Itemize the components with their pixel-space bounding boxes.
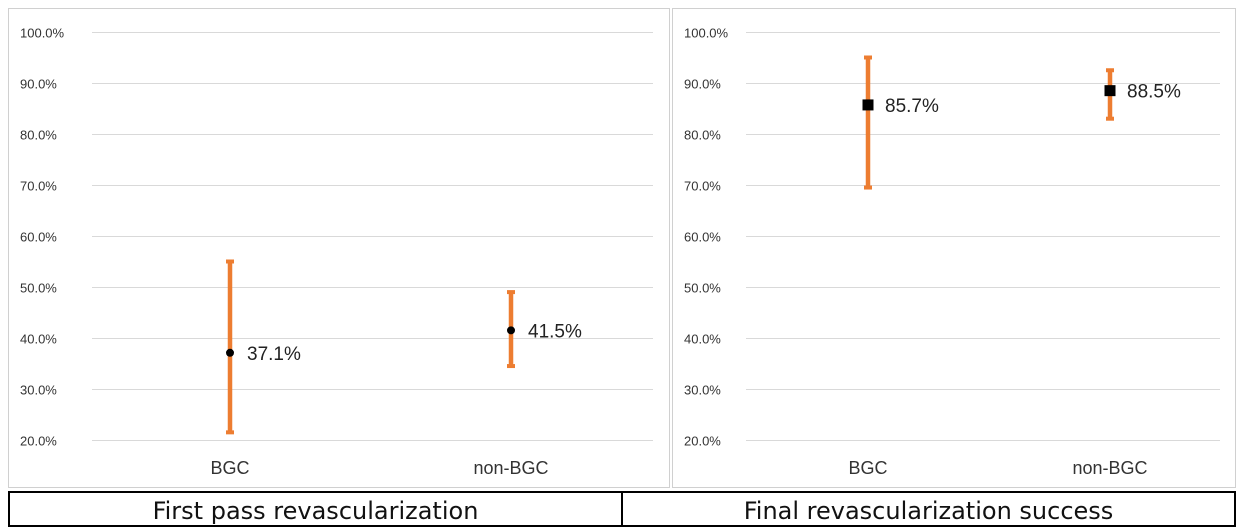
caption-first-pass: First pass revascularization [152, 497, 479, 525]
data-label: 85.7% [885, 96, 939, 117]
data-point [226, 348, 234, 357]
first-pass-chart: 20.0% 30.0% 40.0% 50.0% 60.0% 70.0% 80.0% 90.0%… [8, 8, 670, 488]
y-tick-label: 70.0% [684, 179, 721, 194]
data-label: 37.1% [247, 344, 301, 365]
y-tick-label: 30.0% [20, 383, 57, 398]
y-tick-label: 80.0% [684, 128, 721, 143]
y-tick-label: 30.0% [684, 383, 721, 398]
chart-frame [672, 8, 1236, 488]
data-point [1104, 85, 1116, 97]
final-success-chart: 20.0% 30.0% 40.0% 50.0% 60.0% 70.0% 80.0% 90.0%… [672, 8, 1236, 488]
y-tick-label: 40.0% [20, 332, 57, 347]
y-tick-label: 100.0% [20, 26, 65, 41]
x-category-label: BGC [210, 458, 249, 478]
y-tick-label: 100.0% [684, 26, 729, 41]
caption-final-success: Final revascularization success [621, 493, 1234, 525]
y-tick-label: 90.0% [20, 77, 57, 92]
y-tick-label: 20.0% [684, 434, 721, 449]
y-tick-label: 60.0% [20, 230, 57, 245]
x-category-label: non-BGC [473, 458, 548, 478]
y-tick-label: 90.0% [684, 77, 721, 92]
caption-row: First pass revascularization Final revas… [8, 491, 1236, 527]
y-tick-label: 70.0% [20, 179, 57, 194]
chart-panel-final-success: 20.0% 30.0% 40.0% 50.0% 60.0% 70.0% 80.0% 90.0%… [672, 8, 1236, 488]
data-point [507, 326, 515, 335]
y-tick-label: 60.0% [684, 230, 721, 245]
x-category-label: BGC [848, 458, 887, 478]
chart-panel-first-pass: 20.0% 30.0% 40.0% 50.0% 60.0% 70.0% 80.0% 90.0%… [8, 8, 670, 488]
y-tick-label: 40.0% [684, 332, 721, 347]
y-tick-label: 50.0% [684, 281, 721, 296]
y-tick-label: 50.0% [20, 281, 57, 296]
y-tick-label: 80.0% [20, 128, 57, 143]
chart-frame [8, 8, 670, 488]
data-point [862, 99, 874, 111]
x-category-label: non-BGC [1072, 458, 1147, 478]
data-label: 88.5% [1127, 82, 1181, 103]
data-label: 41.5% [528, 321, 582, 342]
y-tick-label: 20.0% [20, 434, 57, 449]
